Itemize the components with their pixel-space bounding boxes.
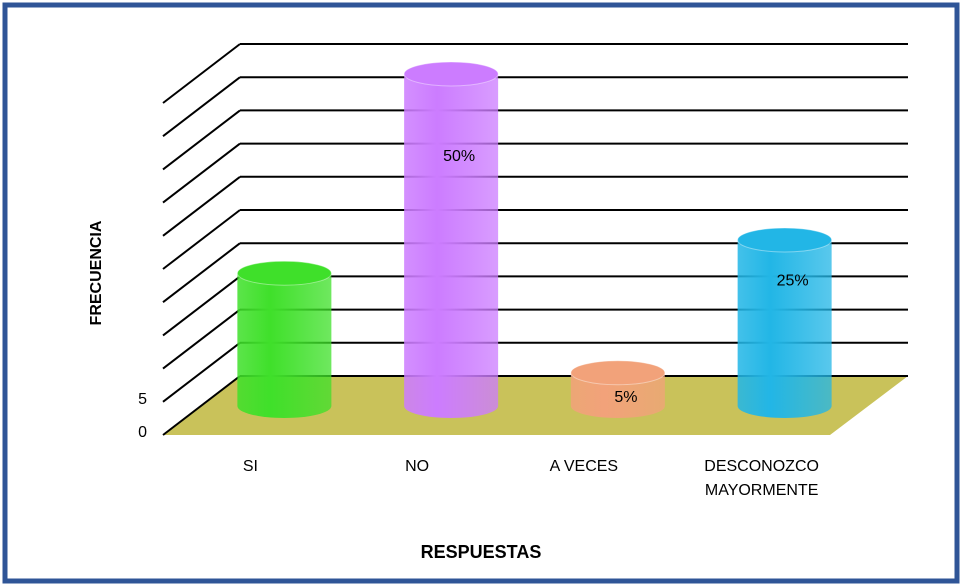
x-tick-label: DESCONOZCO MAYORMENTE bbox=[704, 458, 819, 499]
cylinder-top bbox=[737, 227, 833, 253]
side-grid-line bbox=[162, 109, 241, 171]
value-label: 5% bbox=[614, 389, 637, 406]
x-axis-title: RESPUESTAS bbox=[421, 542, 542, 562]
cylinder bbox=[570, 372, 665, 419]
x-tick-label: SI bbox=[242, 458, 258, 475]
y-tick-label: 0 bbox=[138, 424, 147, 441]
side-grid-line bbox=[162, 76, 241, 137]
cylinder bbox=[404, 74, 499, 419]
cylinder bbox=[737, 240, 832, 419]
cylinder bbox=[237, 273, 332, 419]
side-grid-line bbox=[162, 342, 241, 403]
x-tick-label: A VECES bbox=[549, 458, 619, 475]
cylinder-top bbox=[236, 260, 332, 286]
cylinder-top bbox=[570, 360, 666, 386]
x-tick-label: NO bbox=[405, 458, 430, 475]
cylinder-top bbox=[403, 61, 499, 87]
side-grid-line bbox=[162, 142, 241, 204]
side-grid-line bbox=[162, 43, 241, 104]
value-label: 25% bbox=[777, 273, 809, 290]
side-grid-line bbox=[162, 308, 241, 370]
side-grid-line bbox=[162, 209, 241, 270]
y-axis-title: FRECUENCIA bbox=[88, 220, 105, 325]
y-tick-label: 5 bbox=[138, 391, 147, 408]
value-label: 50% bbox=[443, 148, 475, 165]
side-grid-line bbox=[162, 242, 241, 303]
side-grid-line bbox=[162, 275, 241, 337]
floor bbox=[163, 376, 908, 435]
side-grid-line bbox=[162, 375, 241, 436]
side-grid-line bbox=[162, 176, 241, 237]
